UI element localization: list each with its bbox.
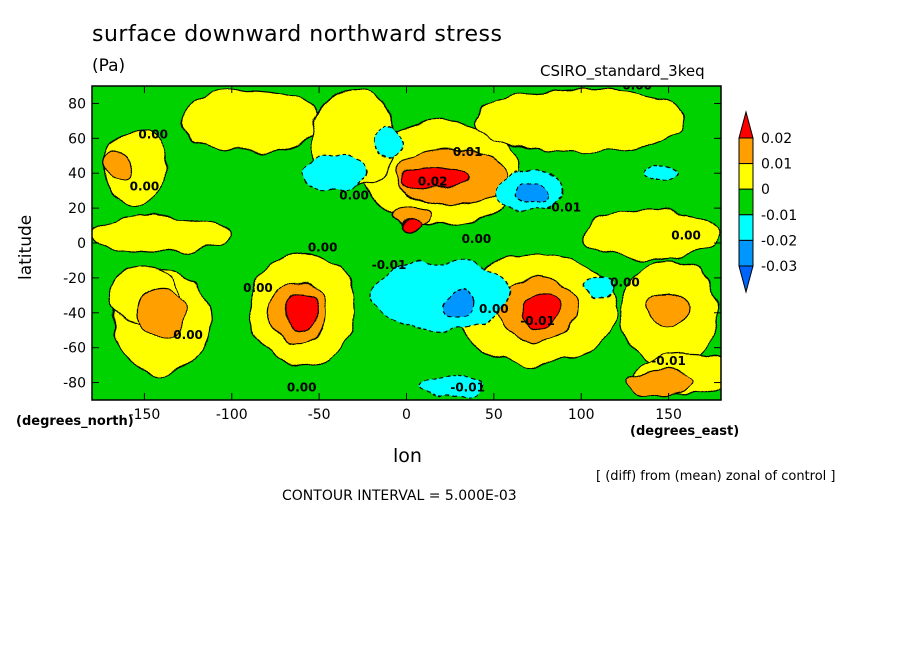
colorbar-top-arrow	[738, 110, 754, 139]
y-tick-label: -60	[63, 341, 86, 357]
colorbar-label: -0.02	[761, 233, 797, 249]
y-tick-label: 0	[77, 236, 86, 252]
contour-label: -0.01	[520, 314, 555, 328]
y-axis: -80 -60 -40 -20 0 20 40 60 80	[63, 96, 721, 392]
contour-interval: CONTOUR INTERVAL = 5.000E-03	[282, 488, 517, 504]
y-tick-label: -20	[63, 271, 86, 287]
colorbar-swatch	[738, 137, 754, 165]
contour-label: 0.00	[130, 180, 160, 194]
dataset-label: CSIRO_standard_3keq	[540, 62, 705, 80]
contour-region	[370, 259, 512, 331]
x-tick-label: 0	[402, 407, 411, 423]
contour-region	[627, 369, 692, 396]
colorbar-label: 0	[761, 182, 770, 198]
y-tick-label: 40	[68, 166, 86, 182]
x-tick-label: 100	[568, 407, 595, 423]
colorbar-swatch	[738, 188, 754, 216]
chart-units: (Pa)	[92, 56, 126, 76]
contour-region	[400, 219, 423, 232]
contour-label: 0.00	[622, 78, 652, 92]
x-tick-label: -50	[308, 407, 331, 423]
contour-region	[475, 88, 687, 153]
colorbar-swatch	[738, 163, 754, 190]
y-tick-label: 80	[68, 96, 86, 112]
contour-label: 0.00	[287, 380, 317, 394]
contour-region	[521, 291, 561, 328]
diff-note: [ (diff) from (mean) zonal of control ]	[596, 469, 836, 484]
contour-region	[397, 165, 469, 192]
contour-label: 0.00	[138, 127, 168, 141]
contour-label: -0.01	[651, 354, 686, 368]
contour-region	[92, 216, 233, 253]
y-tick-label: 20	[68, 201, 86, 217]
colorbar-label: 0.02	[761, 131, 792, 147]
contour-region	[285, 292, 318, 333]
colorbar-label: -0.03	[761, 259, 797, 275]
contour-region	[641, 163, 678, 183]
contour-label: 0.00	[308, 241, 338, 255]
contour-region	[178, 88, 320, 153]
contour-region	[103, 149, 133, 180]
contour-label: 0.00	[173, 328, 203, 342]
contour-label: -0.01	[546, 201, 581, 215]
colorbar-swatch	[738, 214, 754, 241]
contour-labels: 0.00 0.00 0.00 0.00 0.00 0.00 0.00 0.00 0.00 0.00…	[130, 78, 701, 394]
x-axis: -150 -100 -50 0 50 100 150	[129, 86, 682, 423]
chart-title: surface downward northward stress	[92, 22, 503, 47]
colorbar-swatch	[738, 239, 754, 267]
x-tick-label: -150	[129, 407, 161, 423]
contour-label: 0.01	[453, 145, 483, 159]
y-tick-label: 60	[68, 131, 86, 147]
contour-region	[444, 289, 474, 319]
colorbar-label: -0.01	[761, 208, 797, 224]
x-axis-label: lon	[393, 445, 422, 467]
colorbar-bottom-arrow	[738, 265, 754, 294]
y-axis-units: (degrees_north)	[16, 414, 134, 429]
contour-label: 0.00	[610, 276, 640, 290]
contour-region	[418, 374, 483, 398]
colorbar-label: 0.01	[761, 157, 792, 173]
contour-region	[584, 277, 614, 296]
contour-region	[514, 183, 551, 206]
colorbar: 0.02 0.01 0 -0.01 -0.02 -0.03	[738, 110, 797, 294]
y-tick-label: -80	[63, 376, 86, 392]
contour-label: 0.00	[479, 302, 509, 316]
x-tick-label: 50	[485, 407, 503, 423]
contour-label: 0.00	[243, 281, 273, 295]
contour-label: 0.00	[339, 188, 369, 202]
contour-label: 0.00	[671, 229, 701, 243]
contour-region	[647, 291, 691, 328]
x-tick-label: -100	[216, 407, 248, 423]
y-tick-label: -40	[63, 306, 86, 322]
contour-region	[374, 123, 404, 160]
x-tick-label: 150	[655, 407, 682, 423]
x-axis-units: (degrees_east)	[630, 424, 740, 439]
contour-label: -0.01	[372, 258, 407, 272]
contour-region	[136, 287, 187, 338]
contour-label: 0.00	[462, 232, 492, 246]
contour-label: 0.02	[418, 174, 448, 188]
contour-fields	[92, 88, 721, 398]
contour-region	[304, 155, 369, 192]
contour-label: -0.01	[450, 380, 485, 394]
